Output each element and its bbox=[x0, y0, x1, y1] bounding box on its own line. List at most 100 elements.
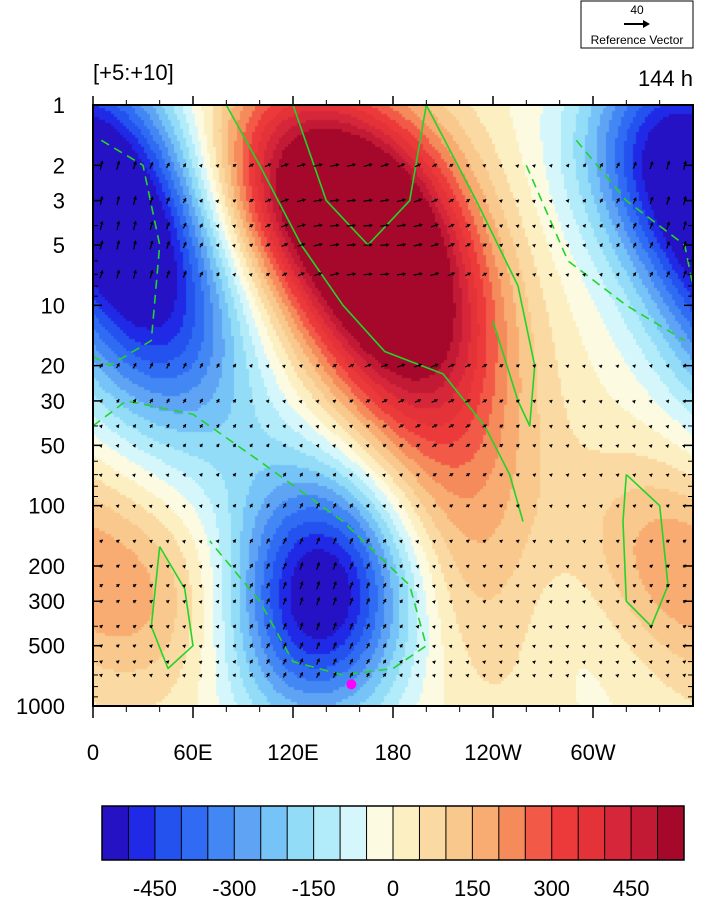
wind-vector-head bbox=[565, 473, 569, 478]
wind-vector-head bbox=[649, 271, 653, 276]
wind-vector-head bbox=[166, 197, 170, 201]
wind-vector-head bbox=[116, 564, 120, 569]
wind-vector-head bbox=[565, 504, 570, 509]
wind-vector-head bbox=[182, 443, 186, 448]
wind-vector-head bbox=[266, 503, 270, 508]
wind-vector-head bbox=[232, 539, 236, 543]
wind-vector-head bbox=[419, 223, 423, 228]
colorbar-swatch bbox=[525, 806, 553, 860]
wind-vector-head bbox=[598, 504, 603, 509]
wind-vector-head bbox=[199, 443, 203, 448]
wind-vector-head bbox=[282, 424, 286, 429]
wind-vector-head bbox=[215, 564, 219, 569]
wind-vector-head bbox=[399, 660, 403, 664]
wind-vector-head bbox=[515, 674, 519, 678]
wind-vector-head bbox=[232, 599, 236, 604]
wind-vector-head bbox=[198, 584, 203, 589]
wind-vector-head bbox=[565, 364, 569, 369]
wind-vector-head bbox=[682, 425, 686, 429]
wind-vector-head bbox=[115, 444, 119, 448]
wind-vector-head bbox=[448, 660, 453, 665]
colorbar-swatch bbox=[419, 806, 447, 860]
wind-vector-head bbox=[632, 539, 637, 544]
wind-vector-head bbox=[498, 625, 503, 629]
wind-vector-head bbox=[302, 223, 306, 228]
wind-vector-head bbox=[315, 444, 319, 448]
wind-vector-head bbox=[448, 644, 453, 649]
wind-vector-head bbox=[133, 270, 137, 274]
wind-vector-head bbox=[332, 425, 336, 429]
wind-vector-head bbox=[515, 644, 519, 649]
wind-vector-head bbox=[531, 164, 536, 168]
wind-vector-head bbox=[515, 539, 520, 544]
wind-vector-head bbox=[366, 563, 370, 567]
wind-vector-head bbox=[499, 473, 503, 477]
wind-vector-head bbox=[581, 660, 586, 665]
wind-vector-head bbox=[432, 473, 437, 477]
wind-vector-head bbox=[450, 443, 454, 448]
wind-vector-head bbox=[615, 243, 620, 247]
wind-vector-head bbox=[181, 540, 186, 544]
wind-vector-head bbox=[215, 625, 219, 629]
wind-vector-head bbox=[565, 444, 569, 448]
wind-vector-head bbox=[515, 244, 520, 248]
wind-vector-head bbox=[335, 163, 340, 167]
colorbar-swatch bbox=[260, 806, 288, 860]
wind-vector-head bbox=[99, 625, 103, 629]
wind-vector-head bbox=[316, 537, 321, 542]
wind-vector-head bbox=[448, 600, 453, 604]
wind-vector-head bbox=[132, 660, 136, 664]
wind-vector-head bbox=[165, 660, 170, 665]
wind-vector-head bbox=[165, 674, 169, 678]
wind-vector-head bbox=[548, 473, 553, 478]
wind-vector-head bbox=[416, 443, 421, 448]
wind-vector-head bbox=[215, 584, 219, 588]
wind-vector-head bbox=[115, 644, 120, 648]
wind-vector-head bbox=[149, 625, 153, 629]
wind-vector-head bbox=[116, 270, 121, 274]
wind-vector-head bbox=[182, 163, 186, 168]
wind-vector-head bbox=[548, 364, 553, 369]
y-tick-label: 5 bbox=[53, 233, 65, 258]
wind-vector-head bbox=[498, 164, 503, 168]
wind-vector-head bbox=[249, 563, 253, 568]
wind-vector-head bbox=[283, 623, 287, 627]
wind-vector-head bbox=[166, 270, 171, 274]
wind-vector-head bbox=[615, 425, 619, 429]
wind-vector-head bbox=[431, 584, 436, 589]
wind-vector-head bbox=[284, 163, 289, 167]
wind-vector-head bbox=[332, 672, 337, 676]
wind-vector-head bbox=[649, 504, 653, 508]
wind-vector-head bbox=[415, 625, 419, 629]
wind-vector-head bbox=[316, 642, 321, 646]
wind-vector-head bbox=[401, 163, 405, 167]
wind-vector-head bbox=[215, 674, 219, 678]
wind-vector-head bbox=[132, 674, 136, 678]
y-tick-label: 3 bbox=[53, 189, 65, 214]
wind-vector-head bbox=[165, 644, 170, 649]
wind-vector-head bbox=[416, 473, 420, 477]
wind-vector-head bbox=[482, 199, 487, 203]
wind-vector-head bbox=[332, 473, 336, 477]
colorbar-swatch bbox=[366, 806, 394, 860]
wind-vector-head bbox=[532, 644, 536, 649]
wind-vector-head bbox=[648, 400, 653, 404]
wind-vector-head bbox=[565, 400, 569, 404]
wind-vector-head bbox=[115, 473, 119, 478]
wind-vector-head bbox=[448, 584, 453, 588]
plot-area bbox=[92, 104, 694, 707]
wind-vector-head bbox=[632, 222, 637, 227]
wind-vector-head bbox=[149, 600, 153, 604]
wind-vector-head bbox=[532, 473, 536, 478]
wind-vector-head bbox=[683, 241, 687, 245]
wind-vector-head bbox=[166, 241, 171, 245]
wind-vector-head bbox=[315, 400, 319, 404]
wind-vector-head bbox=[482, 564, 486, 569]
wind-vector-head bbox=[232, 164, 237, 168]
wind-vector-head bbox=[515, 199, 519, 204]
wind-vector-head bbox=[349, 538, 354, 542]
wind-vector-head bbox=[598, 273, 603, 277]
wind-vector-head bbox=[165, 584, 170, 588]
colorbar-swatch bbox=[154, 806, 182, 860]
wind-vector-head bbox=[499, 564, 503, 569]
